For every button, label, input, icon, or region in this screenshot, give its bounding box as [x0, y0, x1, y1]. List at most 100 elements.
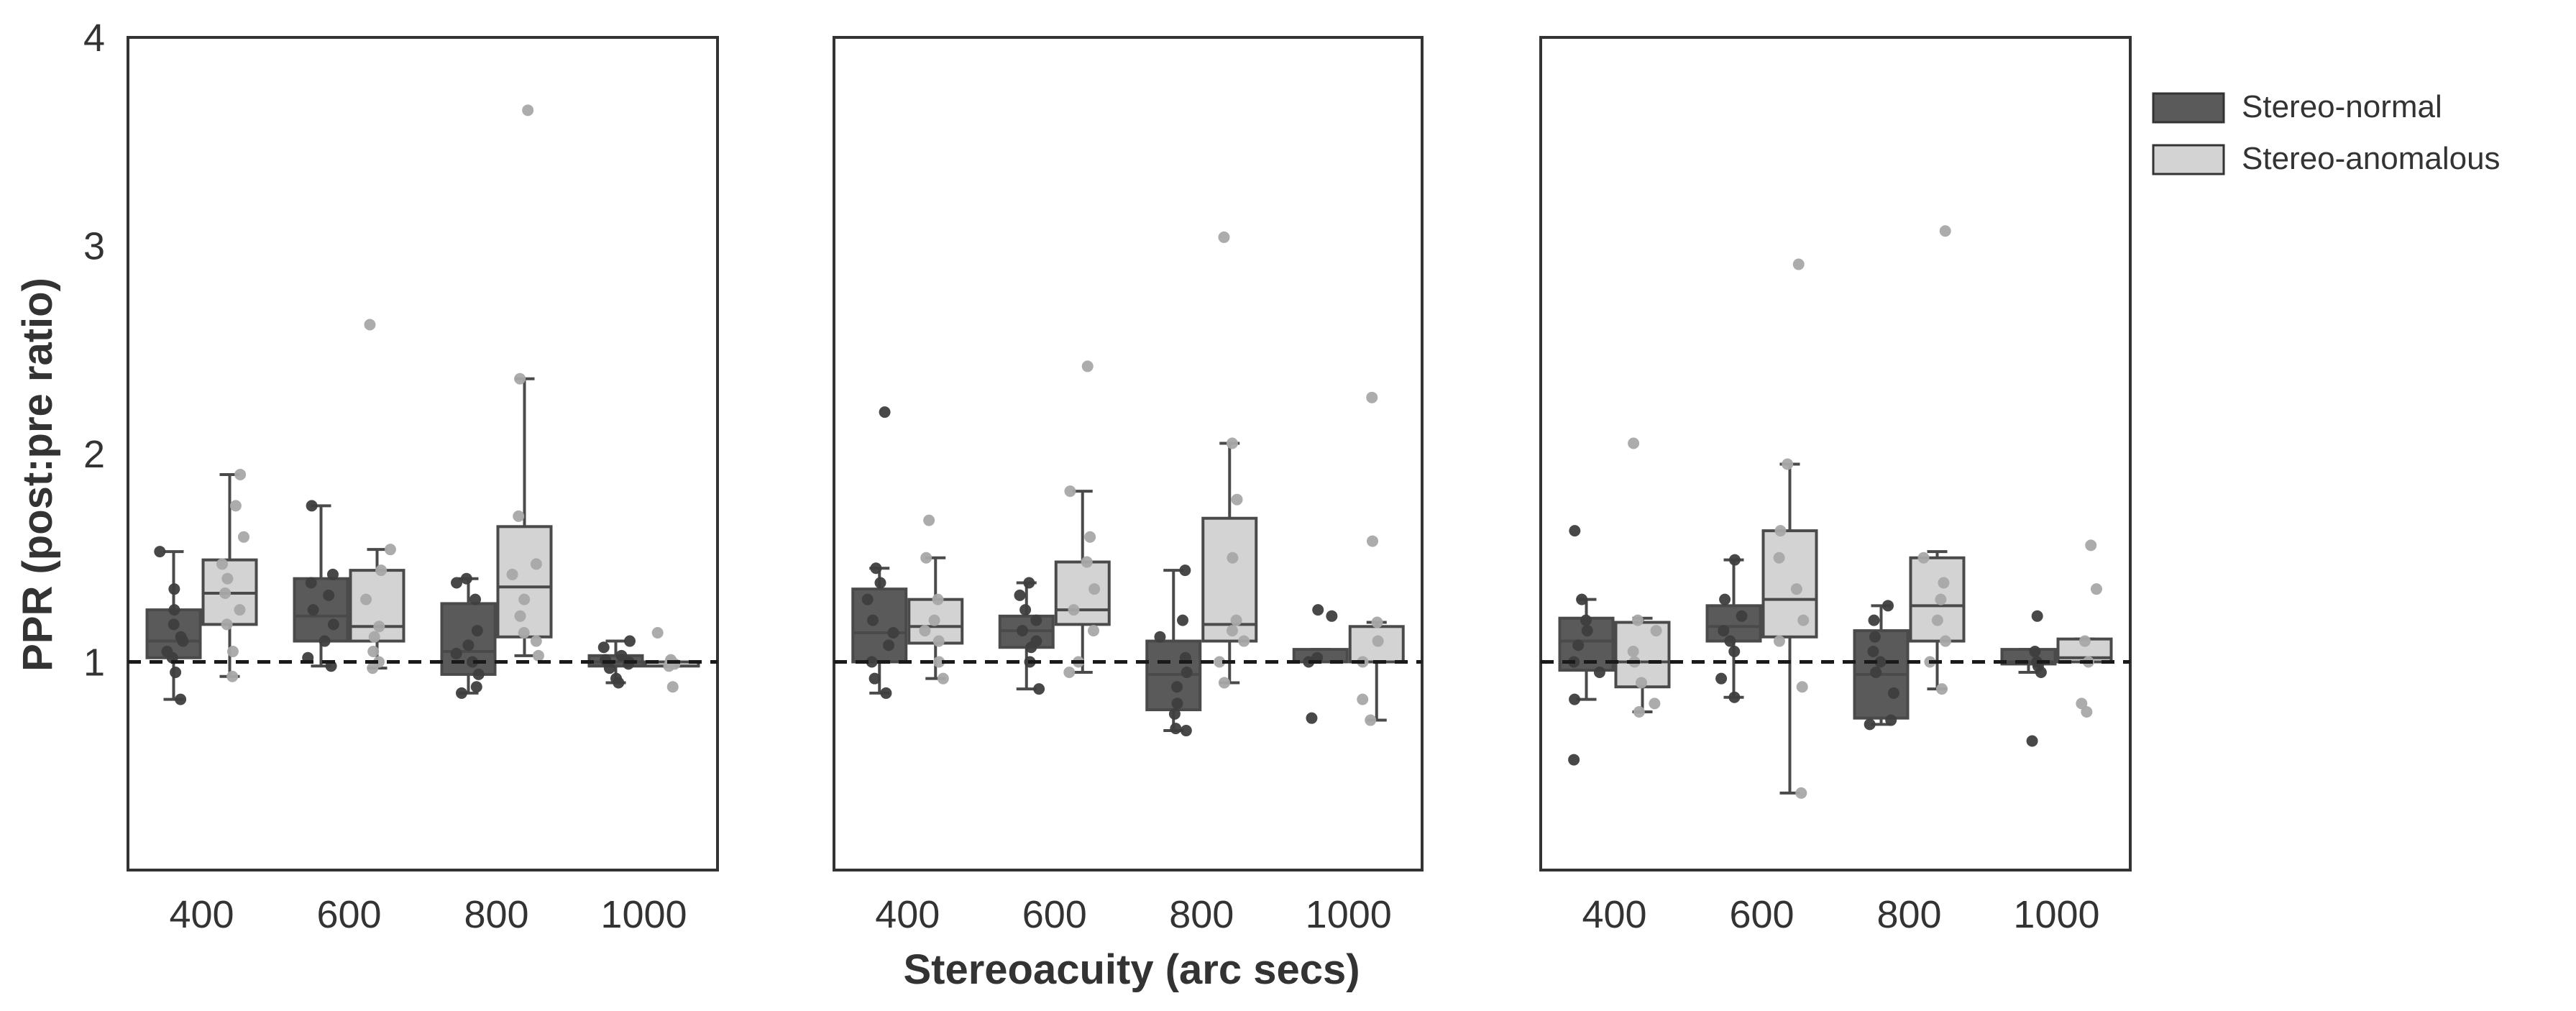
data-point-normal [170, 666, 182, 678]
data-point-normal [1306, 712, 1318, 724]
data-point-anomalous [364, 319, 376, 331]
x-tick-label: 1000 [2013, 893, 2099, 936]
data-point-anomalous [932, 593, 944, 605]
x-tick-label: 600 [316, 893, 381, 936]
data-point-anomalous [923, 514, 935, 526]
data-point-anomalous [532, 649, 544, 662]
data-point-anomalous [919, 625, 931, 637]
data-point-anomalous [1366, 391, 1378, 403]
data-point-anomalous [2076, 697, 2088, 710]
data-point-normal [1181, 666, 1193, 678]
box-anomalous-800 [496, 525, 553, 639]
data-point-anomalous [1797, 614, 1810, 626]
data-point-anomalous [1936, 683, 1948, 695]
data-point-anomalous [1939, 635, 1951, 647]
data-point-anomalous [221, 618, 233, 631]
data-point-normal [1171, 697, 1183, 710]
data-point-normal [1572, 639, 1585, 651]
data-point-anomalous [1226, 437, 1238, 449]
y-tick-label: 1 [83, 641, 105, 685]
data-point-normal [318, 635, 331, 647]
data-point-anomalous [1372, 635, 1384, 647]
data-point-normal [450, 647, 462, 659]
data-point-anomalous [932, 635, 945, 647]
data-point-normal [451, 577, 463, 589]
data-point-anomalous [221, 572, 234, 585]
x-tick-label: 400 [169, 893, 234, 936]
data-point-anomalous [1214, 656, 1226, 668]
data-point-anomalous [1231, 493, 1243, 506]
data-point-anomalous [1796, 681, 1808, 693]
data-point-anomalous [933, 656, 945, 668]
data-point-normal [610, 672, 623, 685]
data-point-anomalous [237, 531, 249, 543]
data-point-normal [1869, 631, 1881, 643]
data-point-anomalous [1650, 625, 1662, 637]
data-point-normal [1171, 681, 1183, 693]
panel-frame [833, 36, 1424, 872]
legend-swatch [2152, 92, 2225, 124]
legend-label: Stereo-normal [2242, 89, 2442, 124]
data-point-normal [455, 687, 467, 699]
panel-frame [127, 36, 719, 872]
legend-swatch [2152, 144, 2225, 175]
data-point-normal [1867, 646, 1879, 658]
data-point-anomalous [360, 593, 372, 605]
data-point-anomalous [373, 656, 385, 668]
data-point-normal [1170, 723, 1182, 735]
data-point-anomalous [1935, 593, 1947, 605]
data-point-anomalous [234, 604, 246, 616]
x-tick-label: 400 [1582, 893, 1646, 936]
data-point-normal [1568, 754, 1580, 766]
data-point-anomalous [1773, 635, 1785, 647]
data-point-normal [323, 589, 335, 601]
data-point-normal [1715, 672, 1728, 685]
data-point-anomalous [226, 670, 239, 682]
data-point-anomalous [1633, 705, 1645, 718]
data-point-anomalous [1649, 697, 1661, 710]
data-point-normal [305, 577, 317, 589]
x-tick-label: 1000 [1306, 893, 1392, 936]
data-point-normal [623, 635, 636, 647]
data-point-normal [1580, 614, 1592, 626]
data-point-normal [326, 568, 339, 580]
data-point-anomalous [2090, 583, 2102, 595]
data-point-normal [161, 646, 173, 658]
panel-frame [1539, 36, 2132, 872]
data-point-anomalous [518, 593, 531, 605]
data-point-normal [887, 626, 899, 639]
x-tick-label: 600 [1729, 893, 1794, 936]
data-point-anomalous [1627, 646, 1639, 658]
data-point-anomalous [2081, 705, 2093, 718]
data-point-normal [470, 681, 482, 693]
data-point-normal [600, 654, 612, 666]
data-point-normal [1030, 614, 1042, 626]
data-point-anomalous [1782, 458, 1794, 470]
data-point-normal [879, 406, 891, 418]
data-point-normal [1030, 635, 1042, 647]
data-point-normal [1312, 604, 1324, 616]
y-tick-label: 3 [83, 225, 105, 268]
data-point-normal [597, 641, 610, 654]
data-point-anomalous [1367, 535, 1379, 547]
data-point-anomalous [1084, 531, 1096, 543]
data-point-anomalous [1773, 552, 1785, 564]
data-point-normal [467, 656, 479, 668]
y-axis-label: PPR (post:pre ratio) [14, 278, 61, 672]
panel-2: 400 600 800 1000 [833, 36, 1424, 936]
data-point-anomalous [1631, 614, 1644, 626]
box-anomalous-600 [1054, 560, 1111, 626]
data-point-normal [1019, 604, 1032, 616]
data-point-normal [168, 604, 180, 616]
data-point-anomalous [229, 500, 242, 512]
data-point-normal [1179, 564, 1191, 577]
data-point-normal [2029, 646, 2041, 658]
data-point-normal [1728, 646, 1741, 658]
data-point-anomalous [375, 564, 388, 577]
box-normal-400 [851, 587, 908, 664]
data-point-normal [175, 693, 187, 705]
x-tick-label: 400 [875, 893, 940, 936]
data-point-normal [1569, 693, 1581, 705]
x-tick-label: 1000 [600, 893, 687, 936]
data-point-anomalous [1081, 556, 1093, 568]
